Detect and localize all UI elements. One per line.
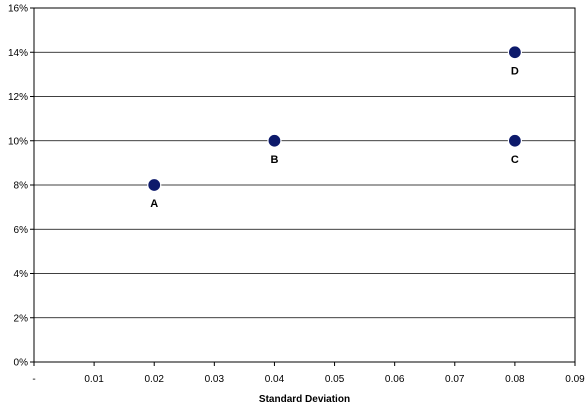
point-c xyxy=(507,133,522,148)
x-tick-label: 0.01 xyxy=(84,374,104,385)
point-label-a: A xyxy=(150,198,158,210)
x-tick-label: 0.03 xyxy=(205,374,225,385)
point-d xyxy=(507,45,522,60)
x-tick-label: 0.02 xyxy=(144,374,164,385)
data-points: A B C D xyxy=(147,45,522,210)
y-tick-label: 12% xyxy=(8,92,28,103)
y-axis-ticks: 0% 2% 4% 6% 8% 10% 12% 14% 16% xyxy=(8,4,34,369)
point-label-b: B xyxy=(270,154,278,166)
x-tick-label: 0.04 xyxy=(265,374,285,385)
x-tick-label: 0.09 xyxy=(565,374,585,385)
gridlines xyxy=(34,7,575,363)
point-label-d: D xyxy=(511,65,519,77)
y-tick-label: 16% xyxy=(8,4,28,15)
y-tick-label: 0% xyxy=(14,358,29,369)
y-tick-label: 14% xyxy=(8,48,28,59)
y-tick-label: 4% xyxy=(14,269,29,280)
x-tick-label: 0.05 xyxy=(325,374,345,385)
point-a xyxy=(147,177,162,193)
y-tick-label: 8% xyxy=(14,181,29,192)
x-tick-label: - xyxy=(32,374,35,385)
x-tick-label: 0.07 xyxy=(445,374,465,385)
y-tick-label: 6% xyxy=(14,225,29,236)
x-axis-label: Standard Deviation xyxy=(259,394,350,405)
x-tick-label: 0.06 xyxy=(385,374,405,385)
y-tick-label: 10% xyxy=(8,136,28,147)
x-tick-label: 0.08 xyxy=(505,374,525,385)
y-tick-label: 2% xyxy=(14,313,29,324)
x-axis-ticks: - 0.01 0.02 0.03 0.04 0.05 0.06 0.07 0.08 0.09 xyxy=(32,362,585,385)
point-b xyxy=(267,133,282,148)
point-label-c: C xyxy=(511,154,519,166)
